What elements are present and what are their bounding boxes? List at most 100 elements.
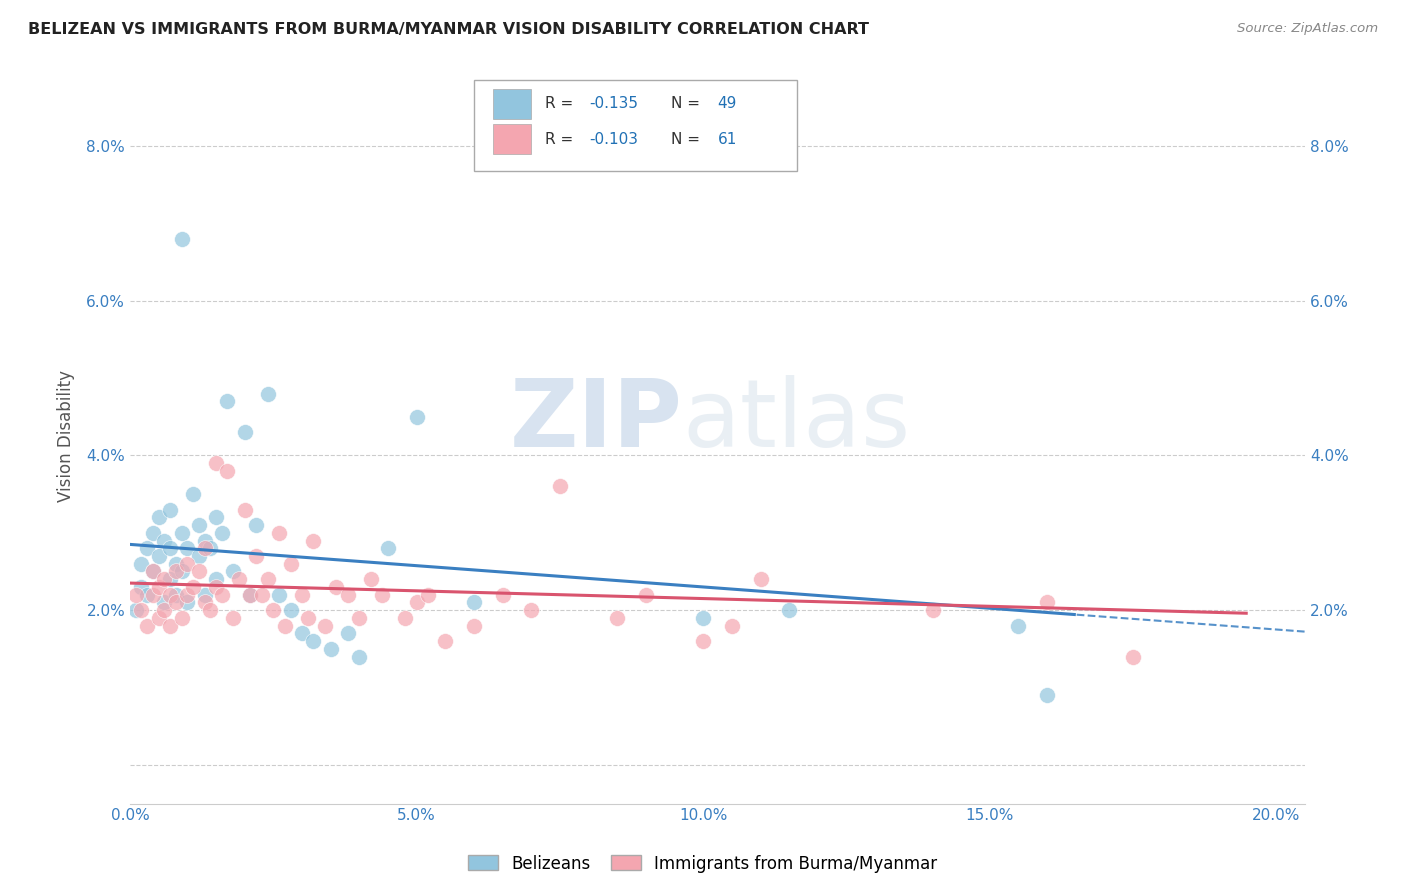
Point xyxy=(692,634,714,648)
Point xyxy=(131,557,153,571)
Point xyxy=(211,588,233,602)
Text: N =: N = xyxy=(671,132,704,146)
Text: -0.135: -0.135 xyxy=(589,96,638,112)
Point xyxy=(1036,688,1059,702)
Text: R =: R = xyxy=(544,132,578,146)
Point xyxy=(1122,649,1144,664)
Point xyxy=(217,394,239,409)
Text: Source: ZipAtlas.com: Source: ZipAtlas.com xyxy=(1237,22,1378,36)
Point xyxy=(159,618,181,632)
Point xyxy=(131,603,153,617)
Point xyxy=(176,595,198,609)
Point xyxy=(193,541,215,556)
Point xyxy=(291,588,314,602)
Point xyxy=(176,588,198,602)
Point xyxy=(349,649,371,664)
Point xyxy=(256,386,278,401)
Point xyxy=(159,502,181,516)
Point xyxy=(233,425,256,440)
Point xyxy=(217,464,239,478)
Point xyxy=(314,618,336,632)
FancyBboxPatch shape xyxy=(494,124,530,153)
Point xyxy=(136,541,159,556)
Text: 61: 61 xyxy=(717,132,737,146)
Point xyxy=(548,479,571,493)
Point xyxy=(606,611,628,625)
Point xyxy=(153,595,176,609)
Point xyxy=(280,603,302,617)
Point xyxy=(153,603,176,617)
Point xyxy=(136,588,159,602)
Point xyxy=(205,580,228,594)
Point xyxy=(142,565,165,579)
Point xyxy=(148,549,170,563)
Point xyxy=(187,518,209,533)
Point xyxy=(181,487,204,501)
Point xyxy=(749,572,772,586)
Point xyxy=(153,533,176,548)
Point xyxy=(187,549,209,563)
Point xyxy=(336,588,359,602)
Point xyxy=(170,232,193,246)
Text: ZIP: ZIP xyxy=(509,376,682,467)
Point xyxy=(239,588,262,602)
Point xyxy=(291,626,314,640)
Point xyxy=(267,588,290,602)
Point xyxy=(222,565,245,579)
Point xyxy=(405,595,427,609)
Point xyxy=(142,588,165,602)
Point xyxy=(319,641,342,656)
Point xyxy=(233,502,256,516)
Point xyxy=(193,588,215,602)
Point xyxy=(148,580,170,594)
Point xyxy=(634,588,657,602)
Point xyxy=(159,541,181,556)
Point xyxy=(153,572,176,586)
Point xyxy=(142,565,165,579)
Point xyxy=(181,580,204,594)
Text: -0.103: -0.103 xyxy=(589,132,638,146)
Point xyxy=(377,541,399,556)
Point xyxy=(176,557,198,571)
Point xyxy=(200,541,222,556)
Point xyxy=(360,572,382,586)
Text: R =: R = xyxy=(544,96,578,112)
Point xyxy=(165,565,187,579)
Point xyxy=(463,595,485,609)
Point xyxy=(205,456,228,470)
Point xyxy=(280,557,302,571)
Point xyxy=(245,549,267,563)
Point xyxy=(228,572,250,586)
Point xyxy=(325,580,347,594)
Text: N =: N = xyxy=(671,96,704,112)
Point xyxy=(267,525,290,540)
Point xyxy=(159,572,181,586)
Point xyxy=(416,588,439,602)
Point xyxy=(200,603,222,617)
Point xyxy=(159,588,181,602)
Point xyxy=(148,510,170,524)
Point xyxy=(131,580,153,594)
Point xyxy=(245,518,267,533)
Point xyxy=(434,634,457,648)
Point xyxy=(165,588,187,602)
Point xyxy=(211,525,233,540)
Point xyxy=(463,618,485,632)
Point xyxy=(692,611,714,625)
Text: atlas: atlas xyxy=(682,376,911,467)
Point xyxy=(371,588,394,602)
Point xyxy=(176,541,198,556)
Point xyxy=(297,611,319,625)
Point xyxy=(148,611,170,625)
FancyBboxPatch shape xyxy=(494,89,530,119)
Point xyxy=(222,611,245,625)
Point xyxy=(405,409,427,424)
Point xyxy=(170,525,193,540)
Y-axis label: Vision Disability: Vision Disability xyxy=(58,370,75,502)
Point xyxy=(256,572,278,586)
Point xyxy=(125,603,148,617)
Point xyxy=(165,595,187,609)
Point xyxy=(1036,595,1059,609)
Point xyxy=(491,588,513,602)
Point xyxy=(187,565,209,579)
